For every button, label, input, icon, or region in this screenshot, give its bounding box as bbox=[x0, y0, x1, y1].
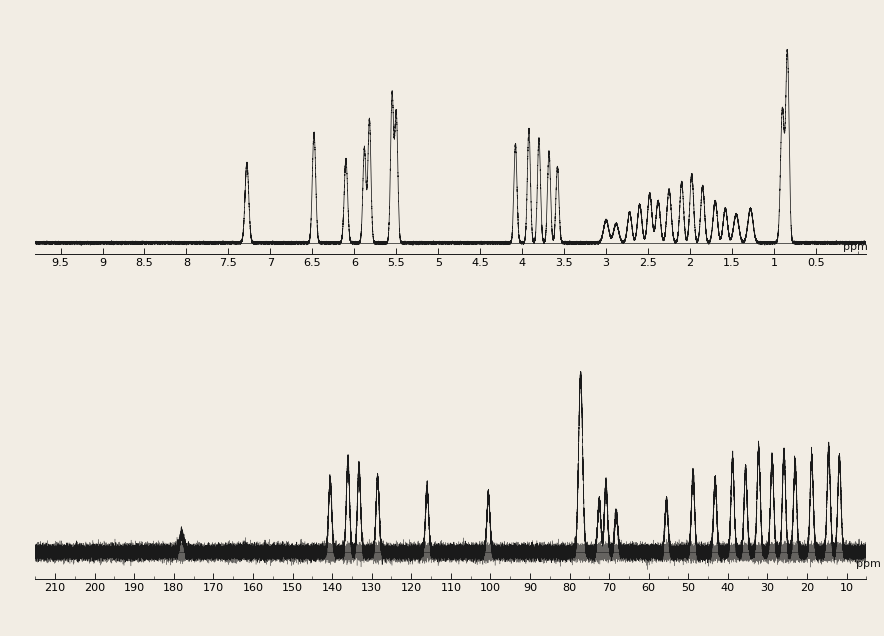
Text: ppm: ppm bbox=[842, 242, 868, 252]
Text: ppm: ppm bbox=[857, 559, 881, 569]
